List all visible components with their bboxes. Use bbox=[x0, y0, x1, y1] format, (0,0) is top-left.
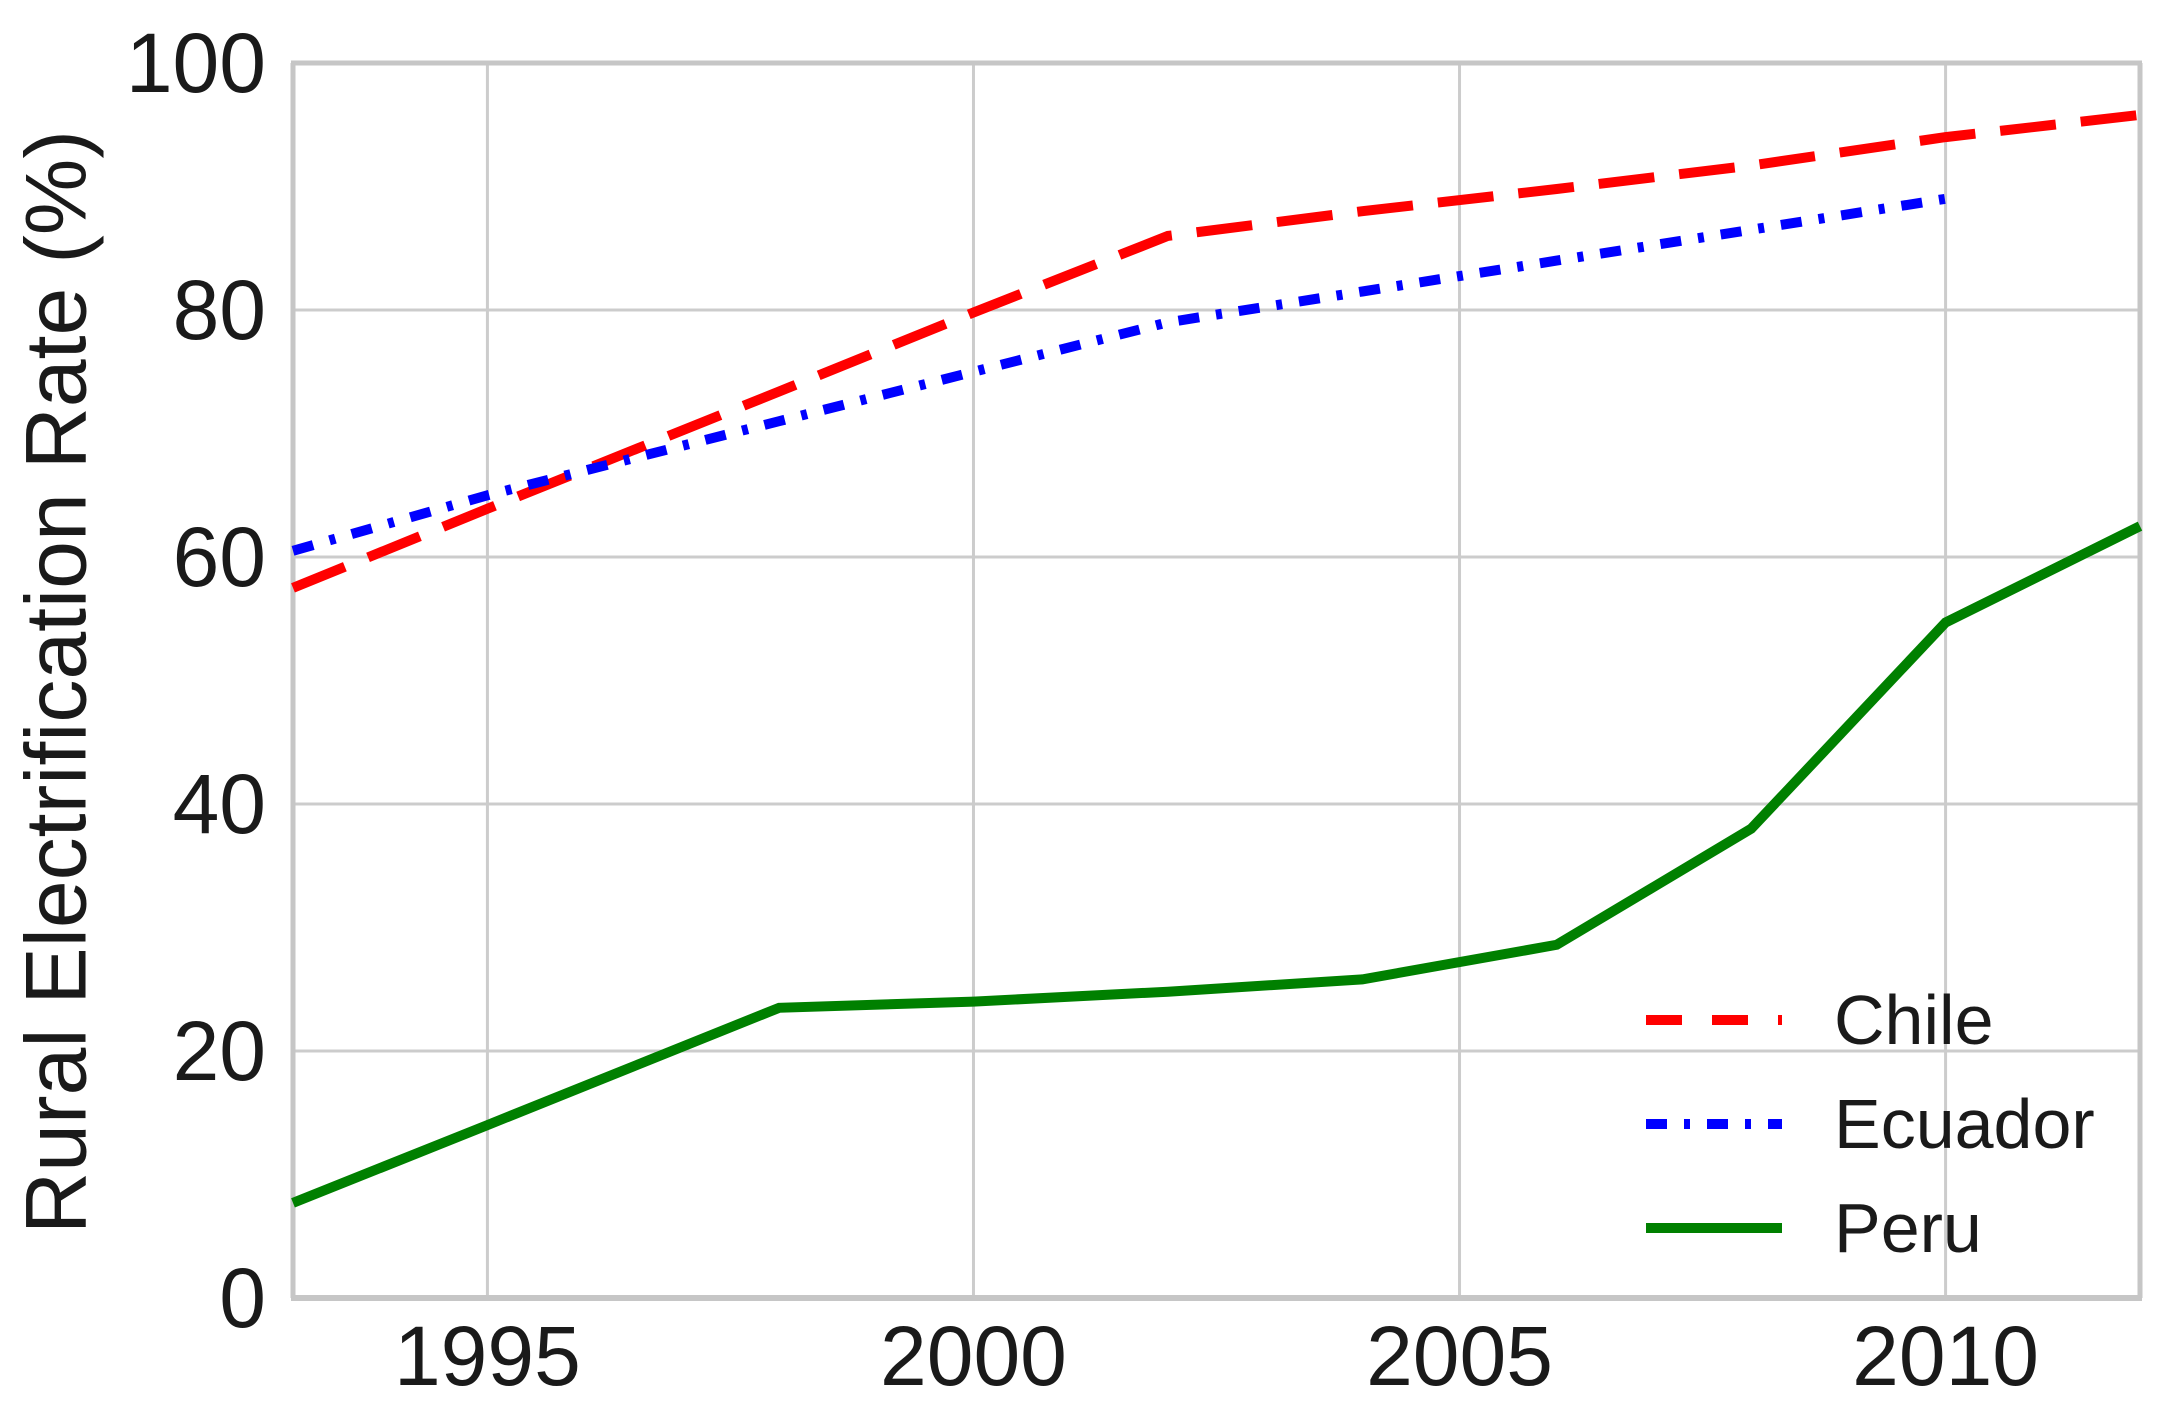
series-line-chile bbox=[291, 109, 2141, 593]
x-tick-label-2010: 2010 bbox=[1852, 1309, 2040, 1403]
y-tick-label-0: 0 bbox=[219, 1251, 266, 1345]
legend-label-peru: Peru bbox=[1834, 1189, 1982, 1267]
x-tick-label-1995: 1995 bbox=[393, 1309, 581, 1403]
legend-label-ecuador: Ecuador bbox=[1834, 1085, 2095, 1163]
y-tick-label-60: 60 bbox=[172, 510, 266, 604]
y-tick-label-20: 20 bbox=[172, 1004, 266, 1098]
x-tick-label-2000: 2000 bbox=[880, 1309, 1067, 1403]
x-tick-label-2005: 2005 bbox=[1366, 1309, 1553, 1403]
series-line-peru bbox=[291, 521, 2143, 1208]
y-tick-label-100: 100 bbox=[125, 16, 266, 110]
y-tick-label-40: 40 bbox=[172, 757, 266, 851]
legend-label-chile: Chile bbox=[1834, 981, 1994, 1059]
y-tick-label-80: 80 bbox=[172, 263, 266, 357]
